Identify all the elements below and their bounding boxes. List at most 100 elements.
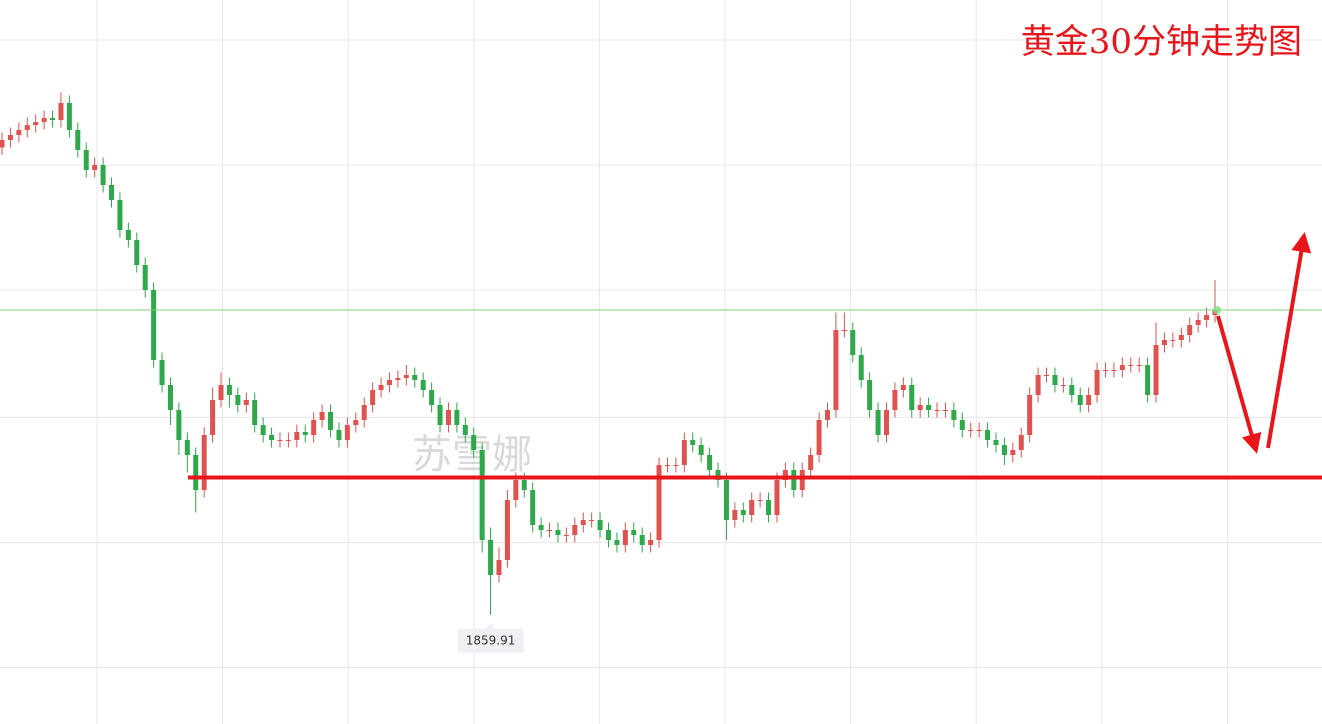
candle-body bbox=[1170, 340, 1176, 341]
candle-body bbox=[1128, 365, 1134, 366]
candle-body bbox=[1204, 315, 1210, 320]
candle-body bbox=[749, 500, 755, 515]
candle-body bbox=[883, 410, 889, 435]
candle-body bbox=[917, 405, 923, 410]
candle-body bbox=[1187, 325, 1193, 335]
candle-body bbox=[1195, 320, 1201, 325]
candle-body bbox=[639, 535, 645, 545]
low-label-pointer bbox=[485, 623, 496, 629]
candle-body bbox=[707, 455, 713, 470]
candle-body bbox=[942, 410, 948, 411]
candle-body bbox=[597, 520, 603, 530]
candle-body bbox=[1094, 370, 1100, 395]
candle-body bbox=[336, 430, 342, 440]
candle-body bbox=[260, 425, 266, 435]
candle-body bbox=[109, 185, 115, 200]
candle-body bbox=[538, 525, 544, 530]
candle-body bbox=[513, 480, 519, 500]
candle-body bbox=[218, 385, 224, 400]
candle-body bbox=[757, 500, 763, 501]
candle-body bbox=[664, 465, 670, 466]
candle-body bbox=[875, 410, 881, 435]
candle-body bbox=[479, 450, 485, 540]
candle-body bbox=[740, 510, 746, 515]
candle-body bbox=[1044, 375, 1050, 376]
candle-body bbox=[614, 540, 620, 545]
candle-body bbox=[1027, 395, 1033, 435]
candle-body bbox=[0, 140, 5, 148]
candle-body bbox=[782, 470, 788, 480]
candle-body bbox=[7, 135, 13, 140]
candle-body bbox=[521, 480, 527, 490]
candle-body bbox=[959, 420, 965, 430]
candle-body bbox=[134, 240, 140, 265]
candle-body bbox=[201, 435, 207, 490]
up-arrow bbox=[1266, 232, 1312, 449]
candle-body bbox=[951, 410, 957, 420]
candle-body bbox=[867, 380, 873, 410]
candle-body bbox=[1161, 340, 1167, 345]
candle-body bbox=[841, 330, 847, 331]
candle-body bbox=[1102, 370, 1108, 371]
candle-body bbox=[302, 432, 308, 435]
candle-body bbox=[75, 130, 81, 150]
candle-body bbox=[1077, 395, 1083, 405]
candle-body bbox=[606, 530, 611, 540]
candle-body bbox=[429, 390, 435, 405]
candle-body bbox=[589, 520, 595, 521]
candle-body bbox=[167, 385, 173, 410]
candle-body bbox=[184, 440, 190, 455]
candle-body bbox=[361, 405, 367, 420]
candle-body bbox=[698, 445, 704, 455]
candle-body bbox=[488, 540, 494, 575]
candle-body bbox=[159, 360, 165, 385]
candle-body bbox=[445, 410, 451, 425]
candle-body bbox=[985, 430, 991, 440]
candle-body bbox=[673, 465, 679, 466]
candle-body bbox=[572, 525, 578, 535]
candle-body bbox=[412, 375, 418, 380]
candle-body bbox=[226, 385, 232, 395]
candle-body bbox=[294, 432, 300, 440]
candle-body bbox=[723, 480, 729, 520]
candle-body bbox=[471, 435, 477, 450]
candle-body bbox=[420, 380, 426, 390]
candle-body bbox=[210, 400, 216, 435]
candles: 1859.91 bbox=[0, 92, 1322, 653]
candle-body bbox=[319, 412, 325, 420]
candle-body bbox=[580, 520, 586, 525]
candle-body bbox=[176, 410, 182, 440]
candle-body bbox=[1119, 365, 1125, 370]
candle-body bbox=[926, 405, 932, 410]
candle-body bbox=[83, 150, 89, 170]
candle-body bbox=[1069, 385, 1075, 395]
candle-body bbox=[66, 103, 72, 130]
candle-body bbox=[142, 265, 148, 290]
candle-body bbox=[1136, 365, 1142, 366]
candle-body bbox=[825, 410, 831, 420]
candle-body bbox=[100, 165, 106, 185]
candle-body bbox=[934, 410, 940, 411]
candle-body bbox=[858, 355, 864, 380]
candle-body bbox=[791, 470, 797, 490]
candle-body bbox=[622, 530, 628, 545]
candle-body bbox=[1060, 385, 1066, 386]
low-label: 1859.91 bbox=[466, 633, 516, 647]
candle-body bbox=[833, 330, 839, 410]
candle-body bbox=[33, 122, 39, 125]
candle-body bbox=[1035, 375, 1041, 395]
candle-body bbox=[555, 530, 561, 535]
candle-body bbox=[311, 420, 317, 435]
candle-body bbox=[395, 378, 401, 380]
candle-body bbox=[1001, 445, 1007, 455]
candle-body bbox=[117, 200, 123, 230]
candle-body bbox=[648, 540, 654, 545]
candle-body bbox=[766, 500, 772, 515]
candle-body bbox=[125, 230, 131, 240]
candle-body bbox=[328, 412, 334, 430]
candle-body bbox=[58, 103, 64, 120]
candle-body bbox=[504, 500, 510, 560]
candle-body bbox=[252, 400, 258, 425]
candle-body bbox=[24, 125, 30, 130]
